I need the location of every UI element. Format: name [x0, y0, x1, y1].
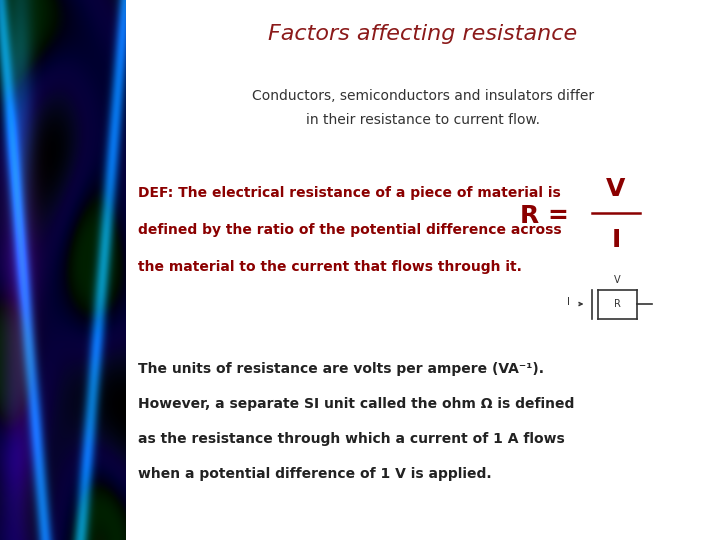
Text: However, a separate SI unit called the ohm Ω is defined: However, a separate SI unit called the o… — [138, 397, 575, 411]
Text: as the resistance through which a current of 1 A flows: as the resistance through which a curren… — [138, 432, 564, 446]
Text: the material to the current that flows through it.: the material to the current that flows t… — [138, 260, 522, 274]
Text: when a potential difference of 1 V is applied.: when a potential difference of 1 V is ap… — [138, 467, 492, 481]
Text: I: I — [567, 298, 570, 307]
Text: I: I — [611, 228, 621, 252]
Text: R: R — [614, 299, 621, 309]
Text: Conductors, semiconductors and insulators differ: Conductors, semiconductors and insulator… — [252, 89, 594, 103]
Text: R =: R = — [521, 204, 570, 228]
Text: defined by the ratio of the potential difference across: defined by the ratio of the potential di… — [138, 223, 562, 237]
Text: The units of resistance are volts per ampere (VA⁻¹).: The units of resistance are volts per am… — [138, 362, 544, 376]
Text: in their resistance to current flow.: in their resistance to current flow. — [306, 113, 540, 127]
Text: DEF: The electrical resistance of a piece of material is: DEF: The electrical resistance of a piec… — [138, 186, 561, 200]
Text: V: V — [614, 275, 621, 285]
Text: V: V — [606, 177, 626, 201]
Text: Factors affecting resistance: Factors affecting resistance — [269, 24, 577, 44]
